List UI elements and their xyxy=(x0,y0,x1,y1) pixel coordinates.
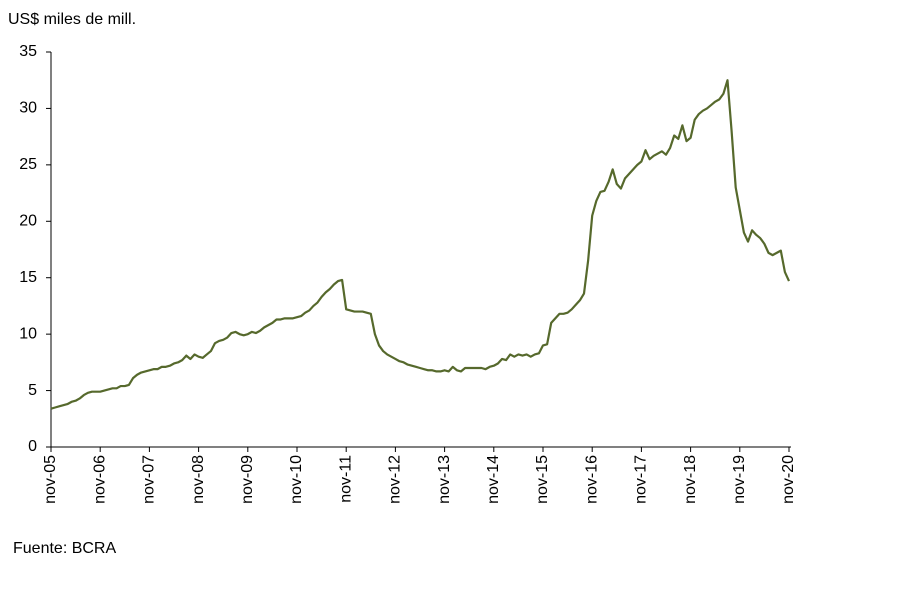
x-tick-label: nov-05 xyxy=(42,455,59,504)
x-tick-label: nov-20 xyxy=(780,455,797,504)
x-tick-label: nov-06 xyxy=(91,455,108,504)
y-tick-label: 30 xyxy=(19,100,37,117)
y-tick-label: 5 xyxy=(28,382,37,399)
x-tick-label: nov-11 xyxy=(337,455,354,503)
x-tick-label: nov-07 xyxy=(141,455,158,504)
source: Fuente: BCRA xyxy=(13,540,116,557)
data-line xyxy=(50,79,791,410)
y-tick-label: 10 xyxy=(19,325,37,342)
x-tick-label: nov-12 xyxy=(387,455,404,504)
x-tick-label: nov-17 xyxy=(633,455,650,504)
x-tick-label: nov-09 xyxy=(239,455,256,504)
y-tick-label: 0 xyxy=(28,438,37,455)
x-tick-label: nov-08 xyxy=(190,455,207,504)
x-tick-label: nov-14 xyxy=(485,455,502,504)
x-tick-label: nov-13 xyxy=(436,455,453,504)
x-tick-label: nov-18 xyxy=(682,455,699,504)
y-tick-label: 15 xyxy=(19,269,37,286)
y-tick-label: 25 xyxy=(19,156,37,173)
x-tick-label: nov-15 xyxy=(534,455,551,504)
x-tick-label: nov-10 xyxy=(288,455,305,504)
y-tick-label: 20 xyxy=(19,213,37,230)
x-tick-label: nov-16 xyxy=(583,455,600,504)
y-tick-label: 35 xyxy=(19,43,37,60)
y-axis-title: US$ miles de mill. xyxy=(8,11,136,28)
x-tick-label: nov-19 xyxy=(731,455,748,504)
